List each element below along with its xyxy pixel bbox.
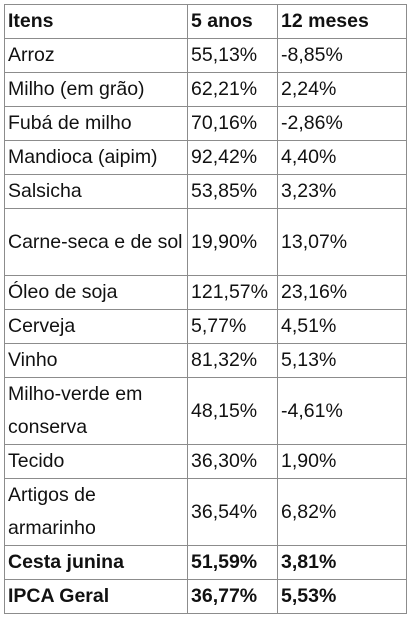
table-row: Carne-seca e de sol 19,90% 13,07% [4,208,407,276]
item-cell: Salsicha [4,174,188,209]
five-years-cell: 5,77% [187,309,278,344]
twelve-months-cell: 2,24% [277,72,407,107]
table-row: Vinho 81,32% 5,13% [4,343,407,378]
item-cell: Vinho [4,343,188,378]
five-years-cell: 36,77% [187,579,278,614]
twelve-months-cell: 6,82% [277,478,407,546]
five-years-cell: 121,57% [187,275,278,310]
table-row: Cerveja 5,77% 4,51% [4,309,407,344]
item-cell: Artigos de armarinho [4,478,188,546]
item-cell: Mandioca (aipim) [4,140,188,175]
table-row: Artigos de armarinho 36,54% 6,82% [4,478,407,546]
table-row: Milho (em grão) 62,21% 2,24% [4,72,407,107]
twelve-months-cell: 3,23% [277,174,407,209]
twelve-months-cell: -2,86% [277,106,407,141]
table-row: Milho-verde em conserva 48,15% -4,61% [4,377,407,445]
five-years-cell: 51,59% [187,545,278,580]
twelve-months-cell: 4,51% [277,309,407,344]
five-years-cell: 36,30% [187,444,278,479]
twelve-months-cell: 23,16% [277,275,407,310]
table-row: Tecido 36,30% 1,90% [4,444,407,479]
five-years-cell: 53,85% [187,174,278,209]
twelve-months-cell: -4,61% [277,377,407,445]
five-years-cell: 55,13% [187,38,278,73]
twelve-months-cell: -8,85% [277,38,407,73]
twelve-months-cell: 13,07% [277,208,407,276]
table-row: Arroz 55,13% -8,85% [4,38,407,73]
item-cell: IPCA Geral [4,579,188,614]
item-cell: Óleo de soja [4,275,188,310]
item-cell: Cerveja [4,309,188,344]
twelve-months-cell: 5,53% [277,579,407,614]
item-cell: Milho-verde em conserva [4,377,188,445]
twelve-months-cell: 5,13% [277,343,407,378]
table-row: IPCA Geral 36,77% 5,53% [4,579,407,614]
item-cell: Milho (em grão) [4,72,188,107]
five-years-cell: 62,21% [187,72,278,107]
table-row: Fubá de milho 70,16% -2,86% [4,106,407,141]
price-variation-table: Itens 5 anos 12 meses Arroz 55,13% -8,85% M… [4,4,407,614]
five-years-cell: 36,54% [187,478,278,546]
table-body: Arroz 55,13% -8,85% Milho (em grão) 62,21% 2,… [4,38,407,614]
item-cell: Arroz [4,38,188,73]
table-header-row: Itens 5 anos 12 meses [4,4,407,39]
five-years-cell: 81,32% [187,343,278,378]
item-cell: Cesta junina [4,545,188,580]
table-row: Salsicha 53,85% 3,23% [4,174,407,209]
item-cell: Fubá de milho [4,106,188,141]
header-items: Itens [4,4,188,39]
table-row: Mandioca (aipim) 92,42% 4,40% [4,140,407,175]
item-cell: Tecido [4,444,188,479]
header-twelve-months: 12 meses [277,4,407,39]
twelve-months-cell: 3,81% [277,545,407,580]
header-five-years: 5 anos [187,4,278,39]
five-years-cell: 48,15% [187,377,278,445]
twelve-months-cell: 4,40% [277,140,407,175]
table-row: Cesta junina 51,59% 3,81% [4,545,407,580]
table-row: Óleo de soja 121,57% 23,16% [4,275,407,310]
five-years-cell: 92,42% [187,140,278,175]
item-cell: Carne-seca e de sol [4,208,188,276]
five-years-cell: 19,90% [187,208,278,276]
twelve-months-cell: 1,90% [277,444,407,479]
five-years-cell: 70,16% [187,106,278,141]
